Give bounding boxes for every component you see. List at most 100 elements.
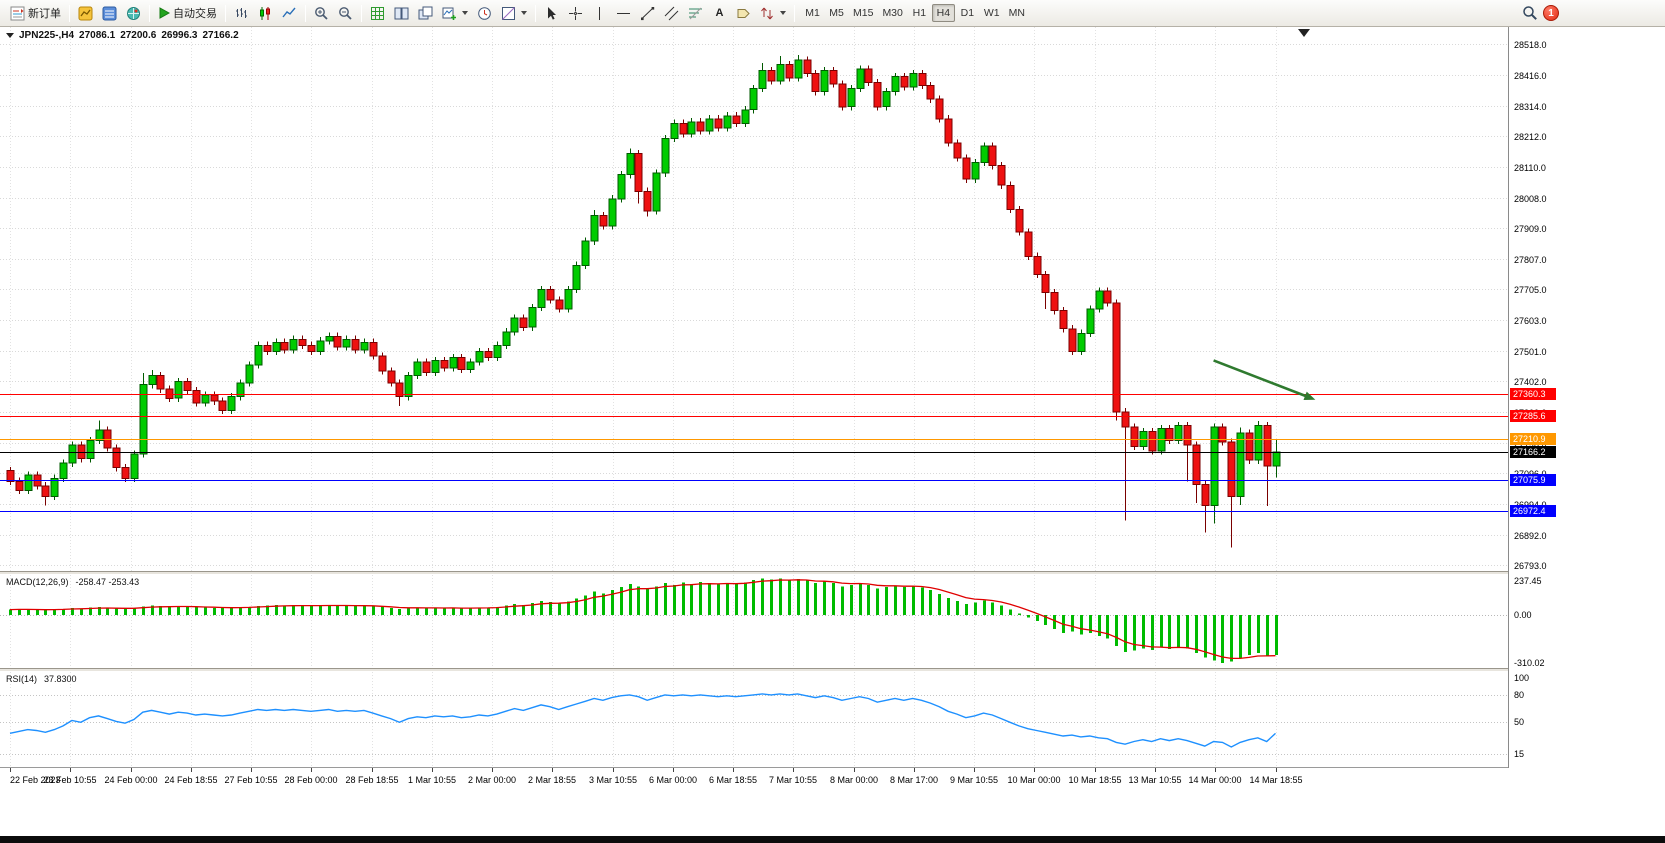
timeframe-button-m15[interactable]: M15 (853, 7, 874, 19)
trendline-button[interactable] (636, 2, 659, 24)
collapse-chart-icon[interactable] (6, 33, 14, 38)
trend-arrow-annotation[interactable] (1213, 359, 1309, 399)
time-axis[interactable]: 22 Feb 2023 23 Feb 10:55 24 Feb 00:00 24 Fe… (0, 768, 1508, 790)
timeframe-button-h4[interactable]: H4 (931, 4, 955, 22)
macd-histogram-bar (726, 582, 729, 615)
macd-histogram-bar (814, 583, 817, 615)
candle-body (767, 70, 776, 82)
rsi-label: RSI(14) 37.8300 (6, 674, 77, 684)
bar-chart-button[interactable] (230, 2, 253, 24)
timeframe-button-m1[interactable]: M1 (805, 7, 820, 19)
candle-body (670, 122, 679, 140)
candlestick-chart-icon (260, 6, 270, 20)
main-chart-plot[interactable] (0, 27, 1508, 571)
macd-histogram-bar (903, 587, 906, 615)
candle-body (696, 121, 705, 132)
search-button[interactable] (1518, 2, 1542, 24)
candle-body (820, 70, 829, 93)
market-watch-button[interactable] (74, 2, 97, 24)
candle-body (1077, 332, 1086, 352)
macd-plot[interactable] (0, 575, 1508, 668)
price-axis[interactable]: 28518.0 28416.0 28314.0 28212.0 28110.0 28008… (1508, 27, 1665, 768)
navigator-button[interactable] (122, 2, 145, 24)
time-axis-tick (1095, 768, 1096, 772)
fibonacci-button[interactable] (684, 2, 707, 24)
macd-histogram-bar (283, 605, 286, 615)
vertical-line-button[interactable] (588, 2, 611, 24)
new-order-button[interactable]: 新订单 (6, 2, 65, 24)
price-axis-label: 27402.0 (1514, 376, 1547, 387)
macd-histogram-bar (637, 586, 640, 615)
period-clock-button[interactable] (473, 2, 496, 24)
candle-body (156, 375, 165, 390)
candle-body (218, 400, 227, 411)
arrows-button[interactable] (756, 2, 790, 24)
macd-histogram-bar (797, 579, 800, 615)
macd-histogram-bar (89, 607, 92, 615)
candle-body (422, 361, 431, 374)
macd-histogram-bar (867, 585, 870, 615)
price-axis-label: 27807.0 (1514, 254, 1547, 265)
candle-body (1272, 451, 1281, 467)
toolbar-separator (361, 4, 362, 22)
cascade-windows-button[interactable] (414, 2, 437, 24)
macd-histogram-bar (602, 593, 605, 615)
crosshair-button[interactable] (564, 2, 587, 24)
macd-histogram-bar (646, 588, 649, 615)
macd-histogram-bar (921, 587, 924, 615)
macd-histogram-bar (779, 578, 782, 615)
price-axis-label: 27705.0 (1514, 284, 1547, 295)
timeframe-button-h1[interactable]: H1 (912, 7, 927, 19)
candle-body (776, 64, 785, 82)
price-axis-label: 26892.0 (1514, 530, 1547, 541)
candle-body (245, 364, 254, 384)
grid-button[interactable] (366, 2, 389, 24)
timeframe-button-m5[interactable]: M5 (829, 7, 844, 19)
candle-body (1041, 273, 1050, 293)
candle-body (1015, 208, 1024, 233)
price-level-tag: 27210.9 (1510, 433, 1556, 445)
channel-button[interactable] (660, 2, 683, 24)
candle-body (440, 360, 449, 369)
panel-separator[interactable] (0, 668, 1665, 672)
tile-windows-button[interactable] (390, 2, 413, 24)
price-axis-label: 28518.0 (1514, 39, 1547, 50)
zoom-in-button[interactable] (310, 2, 333, 24)
cursor-button[interactable] (540, 2, 563, 24)
macd-histogram-bar (1257, 615, 1260, 653)
rsi-plot[interactable] (0, 672, 1508, 768)
macd-histogram-bar (124, 608, 127, 615)
template-button[interactable] (497, 2, 531, 24)
timeframe-button-w1[interactable]: W1 (983, 7, 1000, 19)
timeframe-button-m30[interactable]: M30 (882, 7, 903, 19)
candle-body (289, 338, 298, 351)
text-button[interactable]: A (708, 2, 731, 24)
data-window-button[interactable] (98, 2, 121, 24)
zoom-out-button[interactable] (334, 2, 357, 24)
new-chart-button[interactable] (438, 2, 472, 24)
line-chart-button[interactable] (278, 2, 301, 24)
notification-badge[interactable]: 1 (1543, 5, 1559, 21)
macd-histogram-bar (885, 587, 888, 615)
equidistant-channel-icon (664, 6, 679, 20)
candle-body (935, 98, 944, 120)
candle-body (785, 64, 794, 79)
candle-body (112, 447, 121, 469)
timeframe-button-mn[interactable]: MN (1008, 7, 1025, 19)
horizontal-line-button[interactable] (612, 2, 635, 24)
candle-body (758, 70, 767, 90)
macd-histogram-bar (1160, 615, 1163, 648)
label-button[interactable] (732, 2, 755, 24)
auto-trading-button[interactable]: 自动交易 (154, 2, 221, 24)
chart-shift-marker[interactable] (1298, 29, 1310, 37)
candle-body (732, 115, 741, 124)
tile-windows-icon (394, 7, 409, 19)
toolbar-separator (69, 4, 70, 22)
indicator-axis-label: 0.00 (1514, 609, 1532, 620)
candle-body (1059, 310, 1068, 330)
panel-separator[interactable] (0, 571, 1665, 575)
candlestick-chart-button[interactable] (254, 2, 277, 24)
macd-histogram-bar (62, 608, 65, 615)
chart-open-value: 27086.1 (79, 30, 116, 41)
timeframe-button-d1[interactable]: D1 (960, 7, 975, 19)
